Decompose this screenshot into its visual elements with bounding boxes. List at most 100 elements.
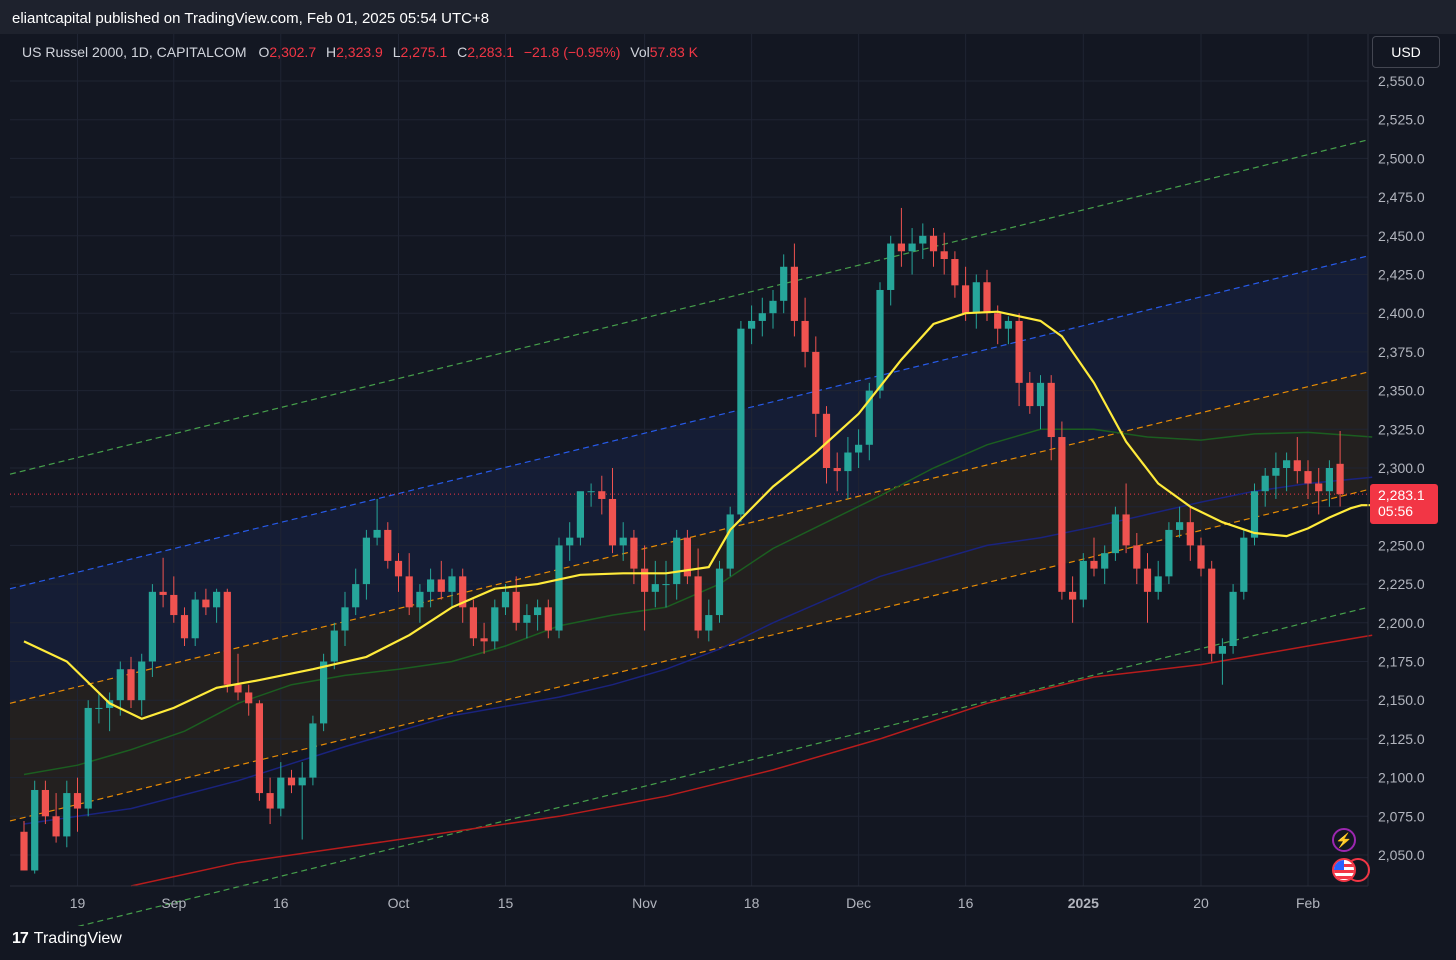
price-tick-label: 2,550.0 xyxy=(1378,73,1425,89)
candle-up xyxy=(298,777,306,786)
time-tick-label: 2025 xyxy=(1068,895,1099,911)
candle-down xyxy=(812,351,820,414)
candle-up xyxy=(501,591,510,608)
candle-down xyxy=(437,579,445,592)
publisher-text: eliantcapital published on TradingView.c… xyxy=(12,10,490,27)
candle-up xyxy=(1165,529,1173,577)
channel-outer-bottom-line xyxy=(77,606,1369,926)
candle-up xyxy=(715,568,724,616)
candle-up xyxy=(277,777,285,809)
candle-down xyxy=(983,282,991,314)
candle-up xyxy=(95,707,103,709)
last-price-value: 2,283.1 xyxy=(1378,487,1425,503)
candle-up xyxy=(972,282,980,314)
candle-up xyxy=(448,576,456,592)
price-tick-label: 2,325.0 xyxy=(1378,421,1425,437)
candle-up xyxy=(1004,320,1012,329)
time-tick-label: 19 xyxy=(70,895,86,911)
candle-up xyxy=(705,615,713,631)
candle-down xyxy=(245,692,253,704)
candle-down xyxy=(159,591,167,595)
candle-up xyxy=(726,514,734,569)
ema-200-line xyxy=(130,634,1373,887)
publisher-bar: eliantcapital published on TradingView.c… xyxy=(0,0,1456,34)
time-tick-label: 20 xyxy=(1193,895,1209,911)
candle-up xyxy=(737,328,745,515)
candle-down xyxy=(73,793,82,809)
time-tick-label: Dec xyxy=(846,895,871,911)
candle-down xyxy=(630,537,638,569)
tradingview-brand[interactable]: 17 TradingView xyxy=(12,930,122,948)
price-tick-label: 2,350.0 xyxy=(1378,383,1425,399)
candle-down xyxy=(266,793,274,809)
candle-down xyxy=(1026,382,1034,407)
last-price-tag: 2,283.1 05:56 xyxy=(1370,484,1438,524)
price-chart[interactable]: 2,050.0 2,075.0 2,100.0 2,125.0 2,150.0 2,175… xyxy=(0,0,1456,926)
channel-upper-fill xyxy=(10,255,1368,704)
candle-up xyxy=(1154,576,1162,592)
candle-up xyxy=(855,444,863,453)
candle-up xyxy=(1261,475,1269,492)
candle-down xyxy=(480,638,488,642)
open-label: O xyxy=(258,44,270,60)
candle-down xyxy=(1336,463,1344,495)
volume-label: Vol xyxy=(630,44,650,60)
candle-up xyxy=(427,579,435,592)
candle-down xyxy=(544,607,552,631)
candle-up xyxy=(84,707,92,809)
candle-up xyxy=(576,491,584,538)
flash-icon[interactable]: ⚡ xyxy=(1332,828,1356,852)
time-tick-label: Feb xyxy=(1296,895,1320,911)
candle-down xyxy=(202,599,210,608)
candle-down xyxy=(287,777,296,786)
price-tick-label: 2,225.0 xyxy=(1378,576,1425,592)
candle-down xyxy=(790,266,798,321)
candle-up xyxy=(555,545,563,631)
candle-down xyxy=(1058,437,1066,592)
candle-down xyxy=(394,560,403,577)
low-value: 2,275.1 xyxy=(400,44,448,60)
candle-up xyxy=(919,235,927,244)
candle-up xyxy=(31,789,39,871)
candle-up xyxy=(1272,468,1280,476)
symbol-name[interactable]: US Russel 2000, 1D, CAPITALCOM xyxy=(22,44,247,60)
candle-down xyxy=(1122,514,1130,546)
candle-up xyxy=(673,537,681,585)
candle-down xyxy=(20,831,28,871)
price-tick-label: 2,100.0 xyxy=(1378,770,1425,786)
candle-down xyxy=(469,607,477,639)
candle-up xyxy=(138,661,146,701)
candle-up xyxy=(1218,646,1226,654)
high-value: 2,323.9 xyxy=(336,44,383,60)
candle-down xyxy=(170,594,178,616)
candle-up xyxy=(523,615,531,623)
candle-up xyxy=(63,793,71,837)
time-tick-label: Sep xyxy=(161,895,186,911)
price-tick-label: 2,250.0 xyxy=(1378,537,1425,553)
candle-up xyxy=(662,584,670,586)
us-flag-icon[interactable] xyxy=(1332,858,1356,882)
candle-up xyxy=(213,591,221,608)
close-value: 2,283.1 xyxy=(467,44,514,60)
candle-down xyxy=(962,285,970,314)
candle-down xyxy=(1047,382,1055,438)
candle-down xyxy=(833,468,841,472)
candle-up xyxy=(309,723,317,778)
candle-up xyxy=(1101,553,1109,569)
candle-down xyxy=(897,243,905,252)
plot-background xyxy=(10,34,1368,886)
candle-up xyxy=(330,630,338,662)
channel-mid-bottom-line xyxy=(9,489,1369,822)
ema-100-line xyxy=(23,476,1373,825)
price-tick-label: 2,450.0 xyxy=(1378,228,1425,244)
candle-down xyxy=(234,684,242,693)
ohlc-legend: US Russel 2000, 1D, CAPITALCOM O2,302.7 … xyxy=(22,44,704,60)
candle-down xyxy=(52,816,60,837)
currency-button[interactable]: USD xyxy=(1372,36,1440,68)
candle-down xyxy=(822,413,831,468)
candle-up xyxy=(1283,460,1291,468)
candle-down xyxy=(1143,568,1152,592)
price-tick-label: 2,500.0 xyxy=(1378,150,1425,166)
high-label: H xyxy=(326,44,337,60)
